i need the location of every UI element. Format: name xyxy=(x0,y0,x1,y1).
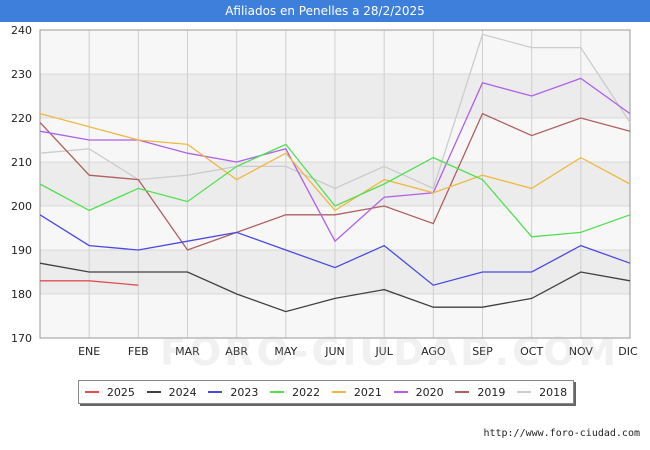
legend-swatch xyxy=(393,391,408,393)
legend-label: 2025 xyxy=(106,385,135,399)
series-line-2022 xyxy=(39,143,631,238)
chart-title: Afiliados en Penelles a 28/2/2025 xyxy=(0,0,650,22)
series-line-2023 xyxy=(39,214,631,286)
x-tick-label: ENE xyxy=(78,345,100,358)
legend-label: 2019 xyxy=(477,385,506,399)
y-tick-label: 230 xyxy=(11,68,32,81)
chart-legend: 2025 2024 2023 2022 2021 2020 2019 2018 xyxy=(78,380,574,404)
legend-swatch xyxy=(208,391,223,393)
legend-swatch xyxy=(331,391,346,393)
series-line-2025 xyxy=(40,280,139,286)
y-tick-label: 170 xyxy=(11,332,32,345)
legend-item-2021: 2021 xyxy=(331,385,382,399)
y-tick-label: 200 xyxy=(11,200,32,213)
x-tick-label: MAY xyxy=(274,345,297,358)
x-tick-label: DIC xyxy=(618,345,638,358)
x-tick-label: OCT xyxy=(520,345,543,358)
legend-item-2025: 2025 xyxy=(84,385,135,399)
legend-label: 2021 xyxy=(353,385,382,399)
legend-item-2020: 2020 xyxy=(393,385,444,399)
y-tick-label: 190 xyxy=(11,244,32,257)
legend-swatch xyxy=(455,391,470,393)
y-tick-label: 210 xyxy=(11,156,32,169)
x-tick-label: JUN xyxy=(324,345,345,358)
source-url: http://www.foro-ciudad.com xyxy=(483,428,640,439)
series-line-2024 xyxy=(39,262,631,313)
legend-item-2023: 2023 xyxy=(208,386,258,399)
x-tick-label: AGO xyxy=(421,345,446,358)
legend-swatch xyxy=(84,391,99,393)
x-tick-label: JUL xyxy=(374,345,393,358)
legend-swatch xyxy=(270,391,285,393)
legend-item-2018: 2018 xyxy=(517,386,567,399)
x-tick-label: SEP xyxy=(472,345,493,358)
y-tick-label: 240 xyxy=(11,24,32,37)
legend-swatch xyxy=(146,391,161,393)
legend-label: 2018 xyxy=(539,385,568,399)
legend-swatch xyxy=(517,391,532,393)
series-line-2021 xyxy=(39,112,631,212)
x-tick-label: MAR xyxy=(175,345,200,358)
y-tick-label: 180 xyxy=(11,288,32,301)
x-tick-label: ABR xyxy=(225,345,248,358)
legend-label: 2020 xyxy=(415,385,444,399)
legend-item-2022: 2022 xyxy=(270,386,320,399)
legend-item-2024: 2024 xyxy=(146,385,197,399)
x-tick-label: NOV xyxy=(569,345,594,358)
legend-label: 2022 xyxy=(292,385,321,399)
legend-item-2019: 2019 xyxy=(455,386,505,399)
legend-label: 2024 xyxy=(168,385,197,399)
series-line-2019 xyxy=(39,112,631,251)
watermark-text: FORO-CIUDAD.COM xyxy=(160,330,620,374)
y-tick-label: 220 xyxy=(11,112,32,125)
x-tick-label: FEB xyxy=(128,345,149,358)
legend-label: 2023 xyxy=(230,385,259,399)
